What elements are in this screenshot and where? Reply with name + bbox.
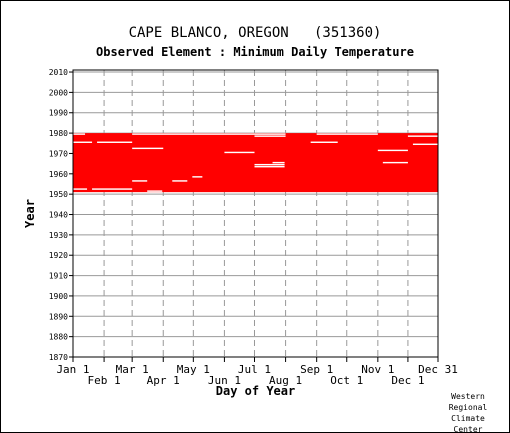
missing-data-gap <box>147 190 163 192</box>
y-tick-label: 1990 <box>49 109 68 118</box>
missing-data-gap <box>272 161 285 164</box>
missing-data-gap <box>73 188 88 190</box>
y-tick-label: 1930 <box>49 231 68 240</box>
x-tick-label: Feb 1 <box>88 374 121 387</box>
credit-text: Western Regional Climate Center <box>448 392 488 433</box>
x-tick-label: Aug 1 <box>269 374 302 387</box>
missing-data-gap <box>172 180 188 182</box>
missing-data-gap <box>73 133 86 135</box>
y-tick-label: 1950 <box>49 190 68 199</box>
x-tick-label: Oct 1 <box>330 374 363 387</box>
missing-data-gap <box>224 151 255 154</box>
missing-data-gap <box>254 165 285 168</box>
y-tick-label: 2010 <box>49 68 68 77</box>
x-tick-label: Dec 31 <box>418 363 458 376</box>
x-tick-label: Sep 1 <box>300 363 333 376</box>
y-tick-label: 1970 <box>49 149 68 158</box>
missing-data-gap <box>254 135 286 137</box>
missing-data-gap <box>92 188 133 190</box>
x-axis-label: Day of Year <box>216 384 295 398</box>
y-tick-label: 1890 <box>49 312 68 321</box>
y-tick-label: 1920 <box>49 251 68 260</box>
y-tick-label: 2000 <box>49 88 68 97</box>
x-tick-label: Nov 1 <box>361 363 394 376</box>
x-tick-label: Jun 1 <box>208 374 241 387</box>
missing-data-gap <box>407 135 438 137</box>
x-tick-label: Mar 1 <box>116 363 149 376</box>
missing-data-gap <box>377 149 408 152</box>
missing-data-gap <box>97 141 133 143</box>
missing-data-gap <box>316 133 378 135</box>
missing-data-gap <box>254 163 285 166</box>
y-tick-label: 1940 <box>49 211 68 220</box>
y-tick-label: 1980 <box>49 129 68 138</box>
x-tick-label: Dec 1 <box>391 374 424 387</box>
y-tick-label: 1870 <box>49 353 68 362</box>
x-tick-label: Jul 1 <box>238 363 271 376</box>
missing-data-gap <box>132 147 164 150</box>
missing-data-gap <box>132 133 286 135</box>
y-tick-label: 1910 <box>49 272 68 281</box>
missing-data-gap <box>73 141 93 143</box>
x-tick-label: Jan 1 <box>56 363 89 376</box>
y-axis-label: Year <box>23 199 37 228</box>
chart-title: CAPE BLANCO, OREGON (351360) <box>128 25 382 41</box>
missing-data-gap <box>310 141 338 143</box>
x-tick-label: Apr 1 <box>147 374 180 387</box>
data-coverage-band <box>73 133 438 193</box>
plot-border <box>72 69 439 358</box>
x-tick-label: May 1 <box>177 363 210 376</box>
missing-data-gap <box>382 161 408 164</box>
missing-data-gap <box>132 180 148 182</box>
missing-data-gap <box>412 143 438 146</box>
y-tick-label: 1960 <box>49 170 68 179</box>
plot-area <box>73 70 438 357</box>
missing-data-gap <box>192 176 203 178</box>
chart-subtitle: Observed Element : Minimum Daily Tempera… <box>96 45 414 59</box>
y-tick-label: 1900 <box>49 292 68 301</box>
y-tick-label: 1880 <box>49 333 68 342</box>
